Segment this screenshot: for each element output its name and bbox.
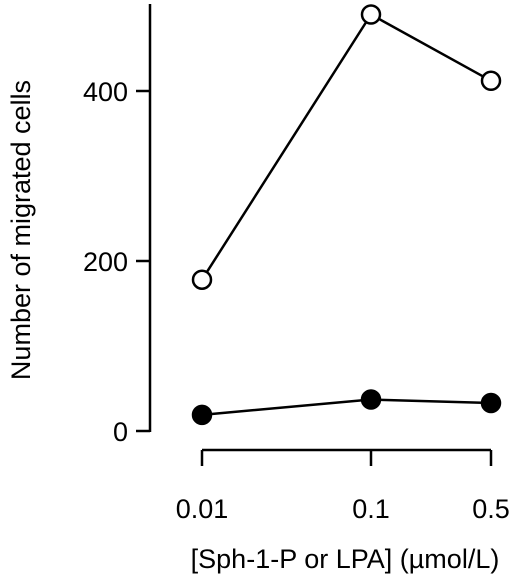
y-tick-label: 0 [113,417,128,447]
data-point [480,392,502,414]
data-point [191,404,213,426]
data-point [360,389,382,410]
series-1 [191,4,502,290]
x-axis-title: [Sph-1-P or LPA] (µmol/L) [191,544,500,574]
x-tick-label: 0.1 [352,494,390,524]
x-tick-label: 0.01 [176,494,229,524]
series-line [201,398,492,417]
data-point [360,4,382,25]
y-axis-title: Number of migrated cells [6,80,36,380]
data-point [191,269,213,290]
data-point [480,70,502,92]
series-2 [191,389,502,426]
series-line [200,12,492,281]
y-tick-label: 400 [83,77,128,107]
series-layer [191,4,502,426]
y-tick-label: 200 [83,247,128,277]
x-tick-label: 0.5 [472,494,510,524]
axes: 0 200 400 0.01 0.1 0.5 [83,4,510,524]
